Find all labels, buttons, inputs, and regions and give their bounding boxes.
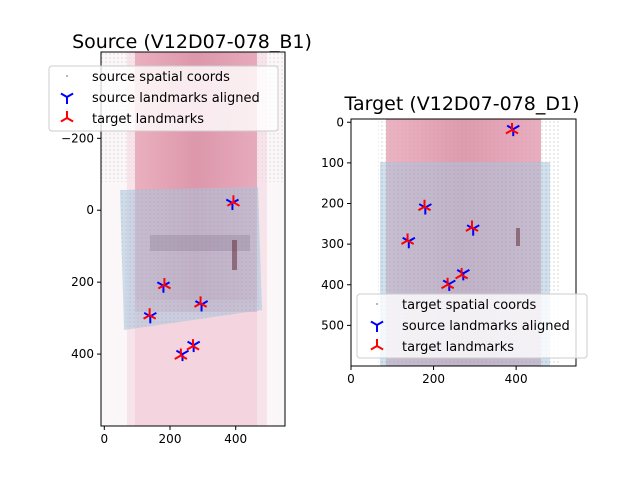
source-panel: Source (V12D07-078_B1) 0 200 400 −200 0 200 40…	[48, 31, 312, 446]
target-landmark-point	[455, 268, 469, 280]
source-ticks: 0 200 400 −200 0 200 400	[61, 131, 247, 446]
legend-marker	[370, 339, 384, 351]
legend-label: source landmarks aligned	[402, 319, 570, 334]
y-tick-label: −200	[61, 131, 94, 145]
x-tick-label: 0	[100, 432, 108, 446]
y-tick-label: 200	[321, 197, 344, 211]
legend-label: source landmarks aligned	[92, 91, 260, 106]
target-landmark-point	[157, 278, 172, 290]
legend-marker	[60, 92, 74, 104]
y-tick-label: 300	[321, 237, 344, 251]
legend-marker	[60, 111, 74, 123]
legend-label: source spatial coords	[92, 70, 230, 85]
legend-label: target landmarks	[402, 340, 514, 355]
y-tick-label: 400	[321, 278, 344, 292]
y-tick-label: 400	[71, 347, 94, 361]
source-legend: source spatial coords source landmarks al…	[48, 65, 279, 132]
target-landmark-point	[465, 220, 479, 232]
y-tick-label: 0	[336, 115, 344, 129]
target-marks	[400, 122, 520, 291]
target-legend: target spatial coords source landmarks al…	[356, 293, 588, 359]
target-landmark-point	[143, 308, 157, 320]
y-tick-label: 500	[321, 318, 344, 332]
y-tick-label: 100	[321, 156, 344, 170]
legend-marker	[370, 320, 384, 332]
target-title: Target (V12D07-078_D1)	[344, 93, 580, 115]
y-tick-label: 0	[86, 203, 94, 217]
target-ticks: 0 200 400 0 100 200 300 400 500	[321, 115, 527, 386]
target-landmark-point	[417, 199, 432, 212]
legend-marker	[376, 303, 378, 305]
x-tick-label: 200	[422, 372, 445, 386]
source-axes-frame	[100, 51, 286, 427]
x-tick-label: 200	[159, 432, 182, 446]
legend-label: target spatial coords	[402, 298, 536, 313]
target-axes-frame	[350, 118, 577, 367]
target-panel: Target (V12D07-078_D1) 0 200 400 0 100 200 300…	[321, 93, 588, 386]
y-tick-label: 200	[71, 275, 94, 289]
target-landmark-point	[193, 296, 208, 308]
target-landmark-point	[400, 233, 415, 245]
legend-marker	[66, 75, 68, 77]
x-tick-label: 400	[224, 432, 247, 446]
source-title: Source (V12D07-078_B1)	[72, 31, 312, 53]
target-landmark-point	[441, 277, 455, 290]
target-landmark-point	[186, 339, 200, 351]
x-tick-label: 400	[505, 372, 528, 386]
x-tick-label: 0	[347, 372, 355, 386]
legend-label: target landmarks	[92, 112, 204, 127]
target-landmark-point	[174, 348, 188, 360]
target-landmark-point	[226, 195, 241, 207]
target-landmark-point	[505, 122, 519, 135]
source-marks	[143, 195, 241, 362]
